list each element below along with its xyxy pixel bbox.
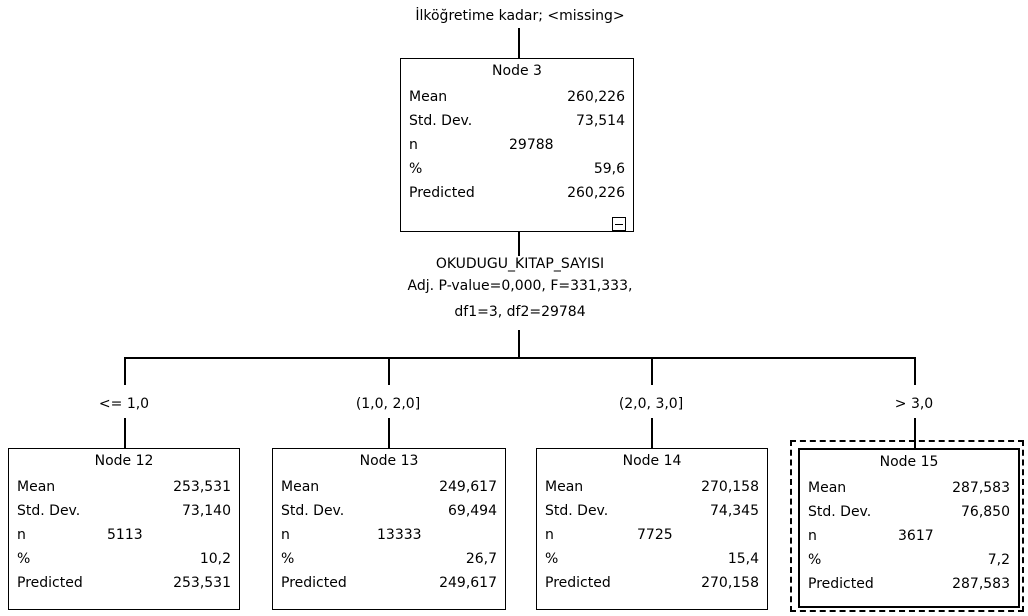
- row-label: n: [409, 137, 418, 153]
- row-value: 74,345: [710, 503, 759, 519]
- row-label: %: [545, 551, 559, 567]
- parent-branch-label: İlköğretime kadar; <missing>: [415, 8, 625, 24]
- row-label: Mean: [17, 479, 56, 495]
- branch-line: [914, 357, 916, 385]
- node-12[interactable]: Node 12 Mean 253,531 Std. Dev. 73,140 n 511…: [8, 448, 240, 610]
- node-title: Node 13: [359, 453, 419, 469]
- row-value: 73,140: [182, 503, 231, 519]
- row-label: Predicted: [281, 575, 347, 591]
- branch-line: [124, 418, 126, 448]
- node-title: Node 3: [492, 63, 542, 79]
- row-label: Std. Dev.: [281, 503, 345, 519]
- row-value: 287,583: [952, 480, 1010, 496]
- row-label: Std. Dev.: [545, 503, 609, 519]
- branch-label: (1,0, 2,0]: [355, 396, 421, 412]
- row-label: Predicted: [808, 576, 874, 592]
- branch-connector: [124, 357, 916, 359]
- row-value: 270,158: [701, 479, 759, 495]
- collapse-icon[interactable]: [612, 217, 626, 231]
- row-label: n: [545, 527, 554, 543]
- node-15[interactable]: Node 15 Mean 287,583 Std. Dev. 76,850 n 361…: [798, 448, 1020, 608]
- row-label: Mean: [808, 480, 847, 496]
- row-value: 249,617: [439, 479, 497, 495]
- row-label: Mean: [545, 479, 584, 495]
- row-value: 29788: [509, 137, 554, 153]
- row-value: 15,4: [727, 551, 759, 567]
- row-value: 76,850: [961, 504, 1010, 520]
- row-label: Mean: [281, 479, 320, 495]
- branch-line: [388, 357, 390, 385]
- node-title: Node 12: [94, 453, 154, 469]
- node-title: Node 14: [622, 453, 682, 469]
- row-label: %: [409, 161, 423, 177]
- row-label: Predicted: [409, 185, 475, 201]
- row-label: %: [17, 551, 31, 567]
- row-value: 73,514: [576, 113, 625, 129]
- row-value: 253,531: [173, 479, 231, 495]
- node-title: Node 15: [879, 454, 939, 470]
- row-label: Std. Dev.: [409, 113, 473, 129]
- row-label: Predicted: [545, 575, 611, 591]
- branch-line: [651, 357, 653, 385]
- row-label: n: [17, 527, 26, 543]
- branch-label: <= 1,0: [98, 396, 150, 412]
- row-value: 13333: [377, 527, 422, 543]
- row-value: 7,2: [987, 552, 1010, 568]
- branch-line: [651, 418, 653, 448]
- row-label: Mean: [409, 89, 448, 105]
- node-3[interactable]: Node 3 Mean 260,226 Std. Dev. 73,514 n 2978…: [400, 58, 634, 232]
- selection-frame: [790, 440, 1024, 612]
- connector-line: [518, 232, 520, 256]
- branch-line: [388, 418, 390, 448]
- branch-label: > 3,0: [894, 396, 934, 412]
- row-label: Predicted: [17, 575, 83, 591]
- split-df: df1=3, df2=29784: [454, 304, 586, 320]
- row-value: 59,6: [593, 161, 625, 177]
- branch-line: [914, 418, 916, 448]
- row-value: 5113: [107, 527, 143, 543]
- row-value: 26,7: [465, 551, 497, 567]
- row-value: 3617: [898, 528, 934, 544]
- row-value: 69,494: [448, 503, 497, 519]
- branch-line: [124, 357, 126, 385]
- split-variable: OKUDUGU_KITAP_SAYISI: [435, 256, 605, 272]
- row-value: 287,583: [952, 576, 1010, 592]
- row-label: Std. Dev.: [17, 503, 81, 519]
- row-value: 10,2: [199, 551, 231, 567]
- row-label: %: [808, 552, 822, 568]
- row-value: 253,531: [173, 575, 231, 591]
- row-value: 249,617: [439, 575, 497, 591]
- row-value: 270,158: [701, 575, 759, 591]
- row-label: n: [281, 527, 290, 543]
- node-14[interactable]: Node 14 Mean 270,158 Std. Dev. 74,345 n 772…: [536, 448, 768, 610]
- connector-line: [518, 28, 520, 58]
- row-label: n: [808, 528, 817, 544]
- connector-line: [518, 330, 520, 358]
- row-value: 260,226: [567, 185, 625, 201]
- branch-label: (2,0, 3,0]: [618, 396, 684, 412]
- row-label: %: [281, 551, 295, 567]
- split-stats: Adj. P-value=0,000, F=331,333,: [407, 278, 633, 294]
- node-13[interactable]: Node 13 Mean 249,617 Std. Dev. 69,494 n 133…: [272, 448, 506, 610]
- row-value: 7725: [637, 527, 673, 543]
- row-value: 260,226: [567, 89, 625, 105]
- row-label: Std. Dev.: [808, 504, 872, 520]
